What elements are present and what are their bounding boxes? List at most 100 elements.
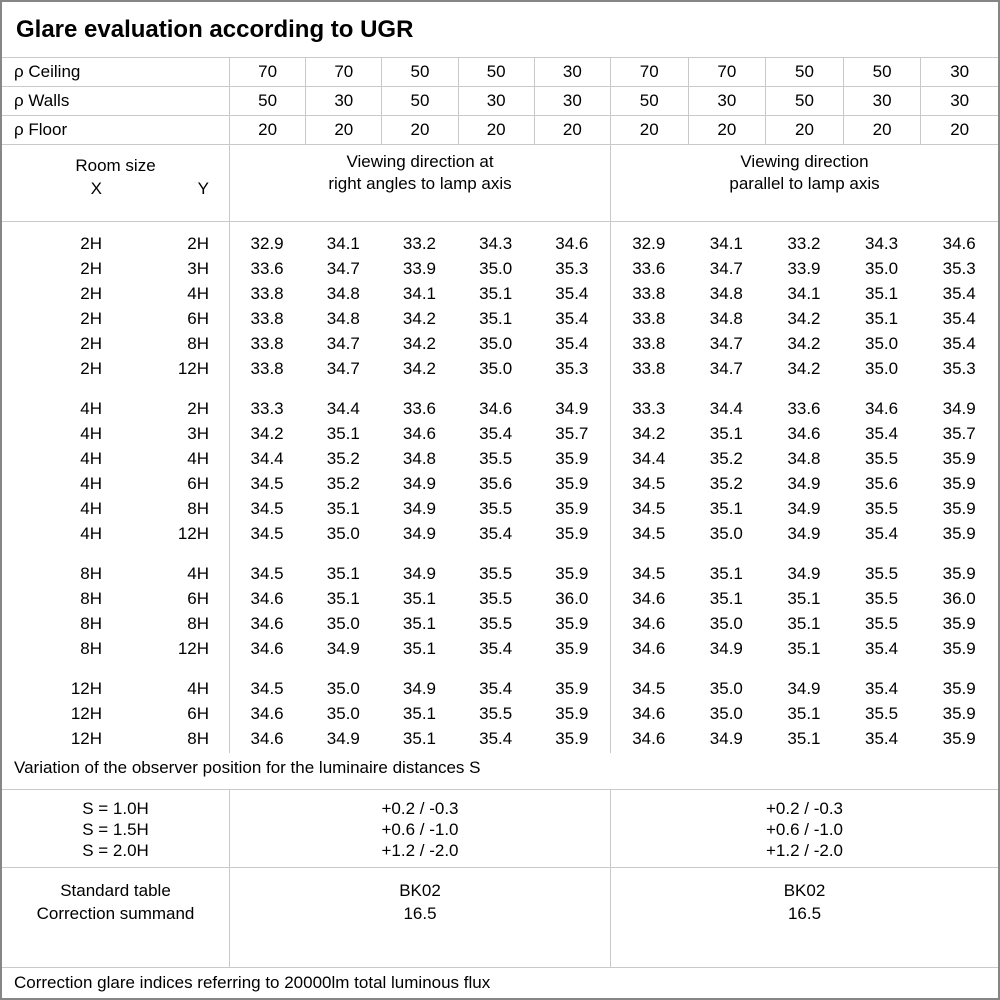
standard-table-right-angles: BK02 16.5: [229, 868, 610, 967]
ugr-value-parallel: 34.9: [787, 523, 821, 543]
room-size-x: 4H: [80, 498, 102, 518]
spacing-correction-right-angles: +0.6 / -1.0: [381, 820, 459, 839]
ugr-value-right-angles: 35.4: [479, 423, 513, 443]
ugr-value-right-angles: 35.1: [402, 613, 437, 633]
ugr-value-right-angles: 34.6: [250, 613, 284, 633]
ugr-value-right-angles: 34.5: [250, 563, 284, 583]
reflectance-value: 30: [920, 58, 998, 86]
ugr-value-right-angles: 34.5: [250, 473, 284, 493]
ugr-value-right-angles: 35.5: [479, 563, 513, 583]
ugr-value-parallel: 34.9: [787, 498, 821, 518]
room-size-axes: X Y: [2, 177, 229, 201]
ugr-value-parallel: 36.0: [942, 588, 976, 608]
reflectance-value: 50: [229, 87, 305, 115]
ugr-value-parallel: 34.9: [787, 473, 821, 493]
ugr-value-right-angles: 34.7: [326, 258, 360, 278]
ugr-value-parallel: 35.0: [865, 358, 899, 378]
ugr-value-right-angles: 35.5: [479, 613, 513, 633]
ugr-value-right-angles: 35.0: [326, 678, 360, 698]
ugr-value-parallel: 35.6: [865, 473, 899, 493]
reflectance-value: 20: [381, 116, 457, 144]
reflectance-value: 30: [920, 87, 998, 115]
ugr-value-parallel: 35.0: [709, 523, 743, 543]
ugr-value-right-angles: 35.1: [326, 423, 360, 443]
ugr-value-right-angles: 35.1: [402, 588, 437, 608]
ugr-value-right-angles: 34.3: [479, 233, 513, 253]
ugr-row: 8H 6H 34.6 35.1 35.1 35.5 36.0 34.6 35.1 35.1 35.5…: [2, 586, 998, 611]
ugr-value-parallel: 35.1: [787, 588, 821, 608]
ugr-value-parallel: 35.0: [865, 333, 899, 353]
ugr-value-right-angles: 33.9: [402, 258, 437, 278]
standard-row-label: Correction summand: [36, 904, 195, 923]
ugr-value-right-angles: 34.8: [402, 448, 437, 468]
ugr-value-parallel: 35.0: [709, 613, 743, 633]
standard-value-right-angles: BK02: [399, 881, 441, 900]
room-size-x: 4H: [80, 523, 102, 543]
ugr-value-parallel: 35.2: [709, 448, 743, 468]
room-size-x: 2H: [80, 333, 102, 353]
reflectance-value: 20: [609, 116, 688, 144]
reflectance-label: ρ Walls: [14, 91, 70, 110]
ugr-value-parallel: 34.5: [632, 563, 666, 583]
ugr-value-parallel: 35.4: [942, 308, 976, 328]
ugr-value-parallel: 34.9: [787, 563, 821, 583]
ugr-value-right-angles: 35.4: [555, 333, 589, 353]
reflectance-value: 30: [842, 87, 921, 115]
ugr-row: 2H 12H 33.8 34.7 34.2 35.0 35.3 33.8 34.7 34.2 35.…: [2, 356, 998, 381]
room-size-y: 8H: [187, 333, 209, 353]
ugr-value-parallel: 35.9: [942, 678, 976, 698]
ugr-value-right-angles: 35.7: [555, 423, 589, 443]
ugr-value-right-angles: 35.5: [479, 498, 513, 518]
ugr-value-parallel: 34.7: [709, 333, 743, 353]
ugr-value-parallel: 33.9: [787, 258, 821, 278]
ugr-value-parallel: 33.8: [632, 333, 666, 353]
spacing-correction-right-angles: +0.2 / -0.3: [381, 799, 459, 818]
ugr-value-parallel: 34.8: [709, 308, 743, 328]
reflectance-value: 20: [305, 116, 381, 144]
ugr-value-right-angles: 35.1: [479, 308, 513, 328]
ugr-value-parallel: 34.6: [632, 588, 666, 608]
ugr-value-parallel: 34.4: [632, 448, 666, 468]
ugr-value-parallel: 35.1: [709, 498, 743, 518]
room-size-y: 12H: [177, 638, 209, 658]
ugr-value-parallel: 35.3: [942, 358, 976, 378]
ugr-value-parallel: 35.3: [942, 258, 976, 278]
ugr-value-right-angles: 35.2: [326, 473, 360, 493]
room-size-y: 8H: [187, 728, 209, 748]
standard-value-right-angles: 16.5: [403, 904, 437, 923]
ugr-value-parallel: 35.1: [709, 588, 743, 608]
ugr-value-right-angles: 34.4: [250, 448, 284, 468]
standard-table-block: Standard table Correction summand BK02 16.…: [2, 868, 998, 968]
ugr-value-parallel: 35.4: [865, 678, 899, 698]
direction-right-line2: parallel to lamp axis: [729, 174, 880, 193]
ugr-value-right-angles: 35.2: [326, 448, 360, 468]
ugr-value-right-angles: 35.9: [555, 523, 589, 543]
ugr-value-right-angles: 34.9: [402, 473, 437, 493]
ugr-value-parallel: 35.9: [942, 498, 976, 518]
ugr-value-parallel: 34.1: [787, 283, 821, 303]
ugr-value-parallel: 35.5: [865, 588, 899, 608]
ugr-value-parallel: 35.7: [942, 423, 976, 443]
ugr-value-right-angles: 35.9: [555, 638, 589, 658]
room-size-header: Room size X Y: [2, 145, 229, 221]
room-size-x: 4H: [80, 423, 102, 443]
ugr-row: 4H 4H 34.4 35.2 34.8 35.5 35.9 34.4 35.2 34.8 35.5…: [2, 446, 998, 471]
ugr-value-parallel: 34.6: [942, 233, 976, 253]
reflectance-value: 20: [765, 116, 843, 144]
spacing-label: S = 2.0H: [82, 841, 149, 860]
reflectance-value: 20: [920, 116, 998, 144]
room-size-y: 8H: [187, 613, 209, 633]
ugr-value-right-angles: 34.9: [326, 638, 360, 658]
room-size-y: 6H: [187, 473, 209, 493]
ugr-value-right-angles: 34.5: [250, 498, 284, 518]
reflectance-value: 50: [457, 58, 534, 86]
footer-note: Correction glare indices referring to 20…: [14, 973, 491, 992]
reflectance-value: 50: [381, 58, 457, 86]
observer-variation-right-angles: +0.2 / -0.3 +0.6 / -1.0 +1.2 / -2.0: [229, 790, 610, 867]
ugr-value-right-angles: 34.6: [250, 703, 284, 723]
ugr-value-parallel: 35.5: [865, 703, 899, 723]
ugr-value-right-angles: 34.6: [250, 638, 284, 658]
room-size-x: 2H: [80, 308, 102, 328]
ugr-value-parallel: 35.9: [942, 448, 976, 468]
ugr-value-right-angles: 35.1: [402, 728, 437, 748]
